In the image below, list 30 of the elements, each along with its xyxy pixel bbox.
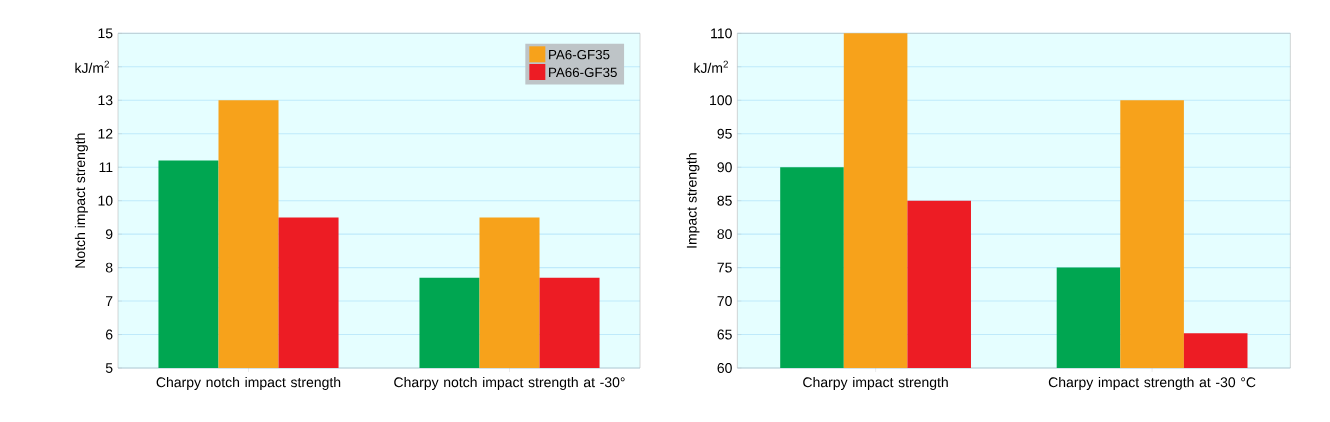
y-tick-label: 15 xyxy=(98,28,113,39)
y-tick-label: 75 xyxy=(717,262,732,273)
x-tick-label: Charpy notch impact strength at -30° xyxy=(394,376,625,390)
y-tick-label: 12 xyxy=(98,128,113,139)
text: kJ/m$^{2}$ xyxy=(694,60,728,73)
y-axis-title: Impact strength xyxy=(686,153,700,248)
x-tick-label: Charpy notch impact strength xyxy=(156,376,341,390)
legend-label: PA66-GF35 xyxy=(549,67,617,78)
y-tick-label: 110 xyxy=(711,28,732,39)
legend-label: PA6-GF35 xyxy=(549,49,610,60)
y-tick-label: 13 xyxy=(98,95,113,106)
y-tick-label: 6 xyxy=(106,329,113,340)
y-axis-title: Notch impact strength xyxy=(74,133,88,268)
y-tick-label: 95 xyxy=(717,128,732,139)
y-tick-label: 70 xyxy=(717,296,732,307)
y-tick-label: 7 xyxy=(106,296,113,306)
y-tick-label: 10 xyxy=(98,195,113,206)
y-tick-label: 80 xyxy=(717,229,732,240)
text: kJ/m$^{2}$ xyxy=(75,60,109,73)
x-tick-label: Charpy impact strength xyxy=(803,376,948,390)
y-tick-label: 85 xyxy=(717,195,732,206)
y-tick-label: 90 xyxy=(717,162,732,173)
y-tick-label: 8 xyxy=(105,262,113,273)
y-tick-label: 11 xyxy=(99,162,113,173)
x-tick-label: Charpy impact strength at -30 °C xyxy=(1048,376,1256,390)
y-tick-label: 5 xyxy=(105,363,113,373)
y-tick-label: 100 xyxy=(710,95,732,106)
y-tick-label: 9 xyxy=(105,229,113,240)
y-tick-label: 65 xyxy=(717,329,732,340)
y-tick-label: 60 xyxy=(717,363,732,373)
